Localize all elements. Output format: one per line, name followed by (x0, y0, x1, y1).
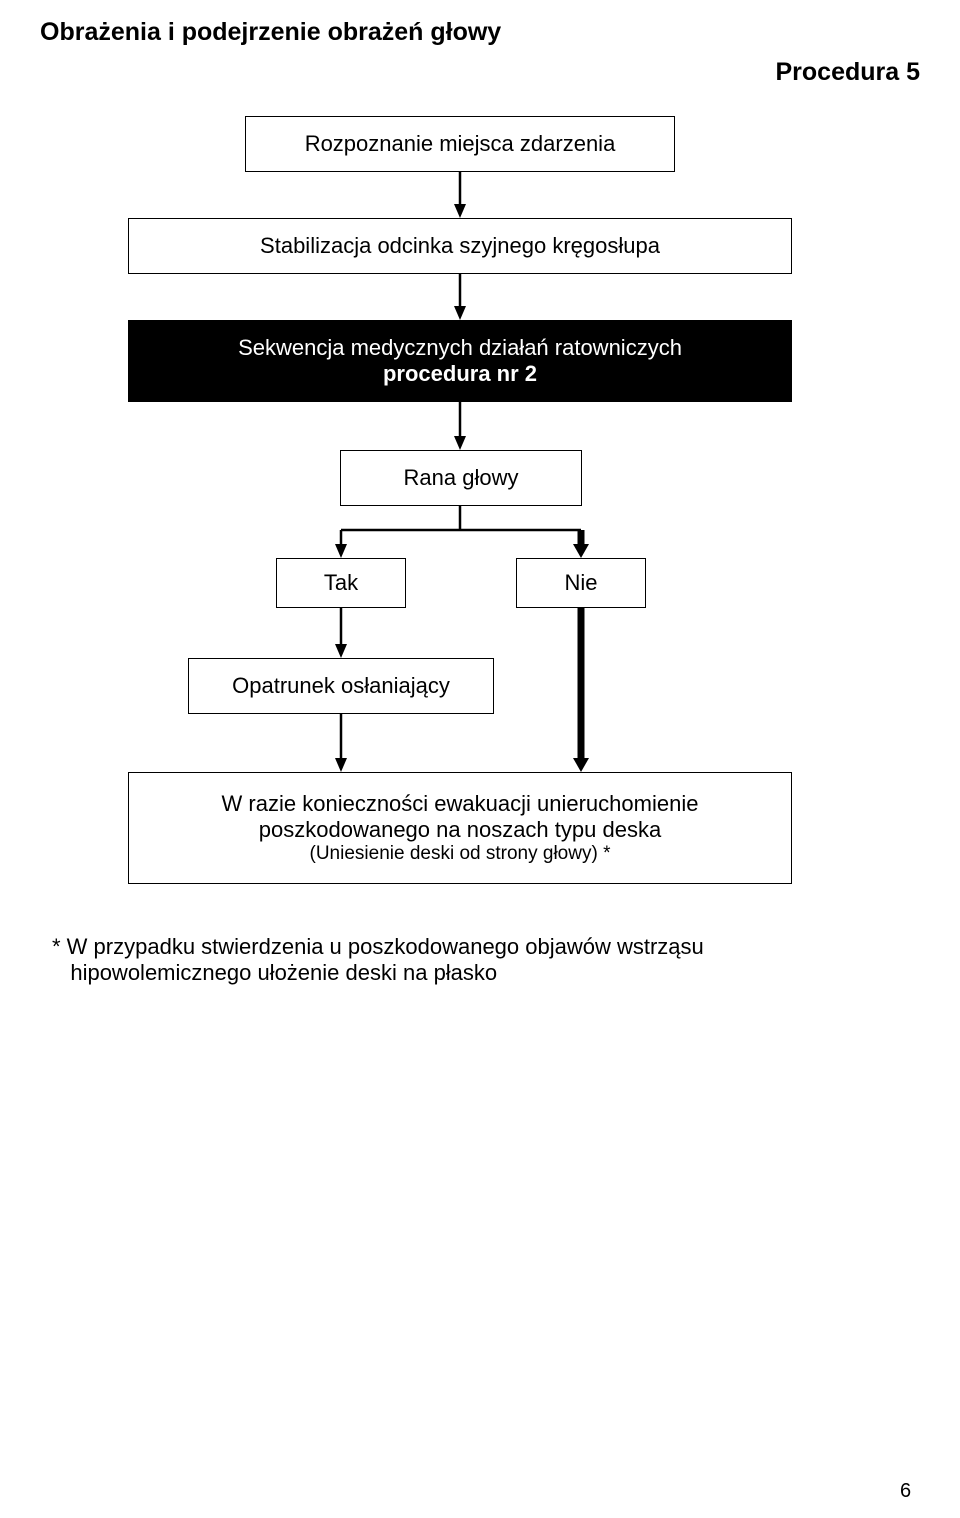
node-text-wrap: Sekwencja medycznych działań ratowniczyc… (238, 335, 682, 387)
node-tak: Tak (276, 558, 406, 608)
footnote-line: hipowolemicznego ułożenie deski na płask… (52, 960, 704, 986)
node-text-line: Sekwencja medycznych działań ratowniczyc… (238, 335, 682, 361)
node-text-line: W razie konieczności ewakuacji unierucho… (222, 791, 699, 817)
node-ewakuacja: W razie konieczności ewakuacji unierucho… (128, 772, 792, 884)
footnote: * W przypadku stwierdzenia u poszkodowan… (52, 934, 704, 986)
node-text-line: poszkodowanego na noszach typu deska (222, 817, 699, 843)
node-text-wrap: W razie konieczności ewakuacji unierucho… (222, 791, 699, 865)
procedure-label: Procedura 5 (775, 58, 920, 87)
page-title: Obrażenia i podejrzenie obrażeń głowy (40, 18, 501, 47)
node-text: Opatrunek osłaniający (232, 673, 450, 699)
node-text-line: procedura nr 2 (238, 361, 682, 387)
page-number: 6 (900, 1480, 911, 1503)
node-opatrunek: Opatrunek osłaniający (188, 658, 494, 714)
footnote-line: * W przypadku stwierdzenia u poszkodowan… (52, 934, 704, 960)
node-rana-glowy: Rana głowy (340, 450, 582, 506)
node-text: Nie (564, 570, 597, 596)
node-nie: Nie (516, 558, 646, 608)
node-text-line: (Uniesienie deski od strony głowy) * (222, 843, 699, 865)
node-sekwencja: Sekwencja medycznych działań ratowniczyc… (128, 320, 792, 402)
node-text: Rana głowy (404, 465, 519, 491)
node-text: Rozpoznanie miejsca zdarzenia (305, 131, 616, 157)
node-rozpoznanie: Rozpoznanie miejsca zdarzenia (245, 116, 675, 172)
node-text: Tak (324, 570, 358, 596)
node-stabilizacja: Stabilizacja odcinka szyjnego kręgosłupa (128, 218, 792, 274)
node-text: Stabilizacja odcinka szyjnego kręgosłupa (260, 233, 660, 259)
